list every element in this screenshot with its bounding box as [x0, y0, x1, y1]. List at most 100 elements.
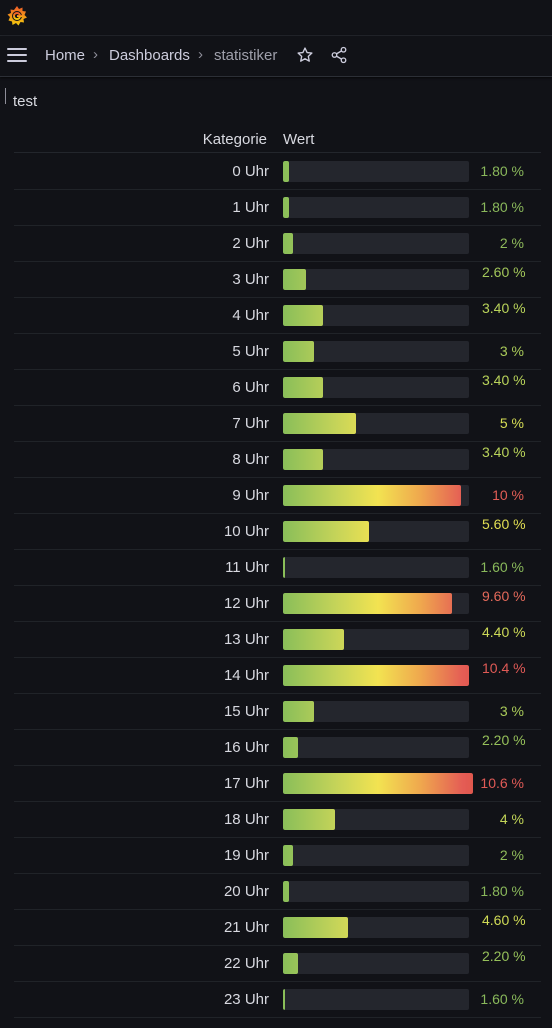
table-row: 5 Uhr 3 %: [14, 333, 541, 370]
value-cell: 3 %: [499, 702, 524, 719]
value-cell: 1.80 %: [480, 198, 524, 215]
bar-gauge-track: [283, 629, 469, 650]
value-cell: 4.40 %: [482, 624, 526, 640]
bar-gauge-track: [283, 161, 469, 182]
value-cell: 2.20 %: [482, 948, 526, 964]
bar-gauge-fill: [283, 449, 323, 470]
share-icon[interactable]: [330, 46, 348, 64]
bar-gauge-fill: [283, 161, 290, 182]
bar-gauge-track: [283, 665, 469, 686]
category-cell: 8 Uhr: [232, 451, 269, 468]
breadcrumb-dashboards[interactable]: Dashboards: [109, 47, 190, 64]
bar-gauge-track: [283, 953, 469, 974]
table-row: 4 Uhr 3.40 %: [14, 297, 541, 334]
table-row: 10 Uhr 5.60 %: [14, 513, 541, 550]
breadcrumb-current-dashboard: statistiker: [214, 47, 278, 64]
star-icon[interactable]: [296, 46, 314, 64]
value-cell: 10 %: [492, 486, 524, 503]
value-cell: 9.60 %: [482, 588, 526, 604]
category-cell: 23 Uhr: [223, 991, 269, 1008]
dashboard-navbar: Home › Dashboards › statistiker: [0, 36, 552, 77]
bar-gauge-fill: [283, 881, 290, 902]
value-cell: 1.80 %: [480, 162, 524, 179]
bar-gauge-track: [283, 701, 469, 722]
category-cell: 13 Uhr: [223, 631, 269, 648]
table-row: 8 Uhr 3.40 %: [14, 441, 541, 478]
bar-gauge-fill: [283, 809, 336, 830]
category-cell: 7 Uhr: [232, 415, 269, 432]
category-cell: 17 Uhr: [223, 775, 269, 792]
table-row: 18 Uhr 4 %: [14, 801, 541, 838]
category-cell: 12 Uhr: [223, 595, 269, 612]
table-row: 21 Uhr 4.60 %: [14, 909, 541, 946]
bar-gauge-fill: [283, 737, 298, 758]
table-row: 0 Uhr 1.80 %: [14, 153, 541, 190]
panel-title[interactable]: test: [13, 93, 38, 110]
value-cell: 2.20 %: [482, 732, 526, 748]
bar-gauge-track: [283, 593, 469, 614]
bar-gauge-fill: [283, 485, 461, 506]
bar-gauge-fill: [283, 593, 453, 614]
value-cell: 2.60 %: [482, 264, 526, 280]
table-row: 15 Uhr 3 %: [14, 693, 541, 730]
category-cell: 14 Uhr: [223, 667, 269, 684]
category-cell: 10 Uhr: [223, 523, 269, 540]
category-cell: 15 Uhr: [223, 703, 269, 720]
category-cell: 4 Uhr: [232, 307, 269, 324]
chevron-right-icon: ›: [93, 46, 98, 63]
table-row: 14 Uhr 10.4 %: [14, 657, 541, 694]
bar-gauge-track: [283, 449, 469, 470]
category-cell: 6 Uhr: [232, 379, 269, 396]
bar-gauge-track: [283, 233, 469, 254]
column-header-value[interactable]: Wert: [283, 131, 315, 148]
category-cell: 19 Uhr: [223, 847, 269, 864]
table-row: 13 Uhr 4.40 %: [14, 621, 541, 658]
value-cell: 2 %: [499, 234, 524, 251]
bar-gauge-fill: [283, 557, 285, 578]
bar-gauge-fill: [283, 917, 348, 938]
bar-gauge-fill: [283, 629, 344, 650]
table-row: 6 Uhr 3.40 %: [14, 369, 541, 406]
table-row: 22 Uhr 2.20 %: [14, 945, 541, 982]
table-row: 3 Uhr 2.60 %: [14, 261, 541, 298]
value-cell: 4.60 %: [482, 912, 526, 928]
category-cell: 20 Uhr: [223, 883, 269, 900]
value-cell: 1.60 %: [480, 558, 524, 575]
category-cell: 11 Uhr: [225, 559, 269, 576]
table-row: 23 Uhr 1.60 %: [14, 981, 541, 1018]
table-row: 9 Uhr 10 %: [14, 477, 541, 514]
value-cell: 10.4 %: [482, 660, 526, 676]
bar-gauge-track: [283, 917, 469, 938]
bar-gauge-track: [283, 521, 469, 542]
bar-gauge-track: [283, 305, 469, 326]
value-cell: 4 %: [499, 810, 524, 827]
category-cell: 21 Uhr: [223, 919, 269, 936]
category-cell: 16 Uhr: [223, 739, 269, 756]
bar-gauge-fill: [283, 269, 306, 290]
value-cell: 2 %: [499, 846, 524, 863]
category-cell: 2 Uhr: [232, 235, 269, 252]
menu-icon[interactable]: [7, 48, 27, 64]
panel-resize-edge: [5, 88, 6, 104]
bar-gauge-track: [283, 809, 469, 830]
table-row: 20 Uhr 1.80 %: [14, 873, 541, 910]
column-header-category[interactable]: Kategorie: [202, 131, 267, 148]
bar-gauge-fill: [283, 989, 285, 1010]
bar-gauge-fill: [283, 305, 323, 326]
grafana-logo-icon[interactable]: [5, 4, 29, 28]
value-cell: 5 %: [499, 414, 524, 431]
value-cell: 5.60 %: [482, 516, 526, 532]
bar-gauge-fill: [283, 773, 473, 794]
value-cell: 3.40 %: [482, 300, 526, 316]
bar-gauge-fill: [283, 701, 315, 722]
value-cell: 3 %: [499, 342, 524, 359]
table-row: 12 Uhr 9.60 %: [14, 585, 541, 622]
bar-gauge-fill: [283, 665, 469, 686]
breadcrumb-home[interactable]: Home: [45, 47, 86, 64]
category-cell: 0 Uhr: [232, 163, 269, 180]
bar-gauge-fill: [283, 413, 356, 434]
bar-gauge-fill: [283, 341, 315, 362]
bar-gauge-track: [283, 773, 473, 794]
table-row: 17 Uhr 10.6 %: [14, 765, 541, 802]
category-cell: 18 Uhr: [223, 811, 269, 828]
